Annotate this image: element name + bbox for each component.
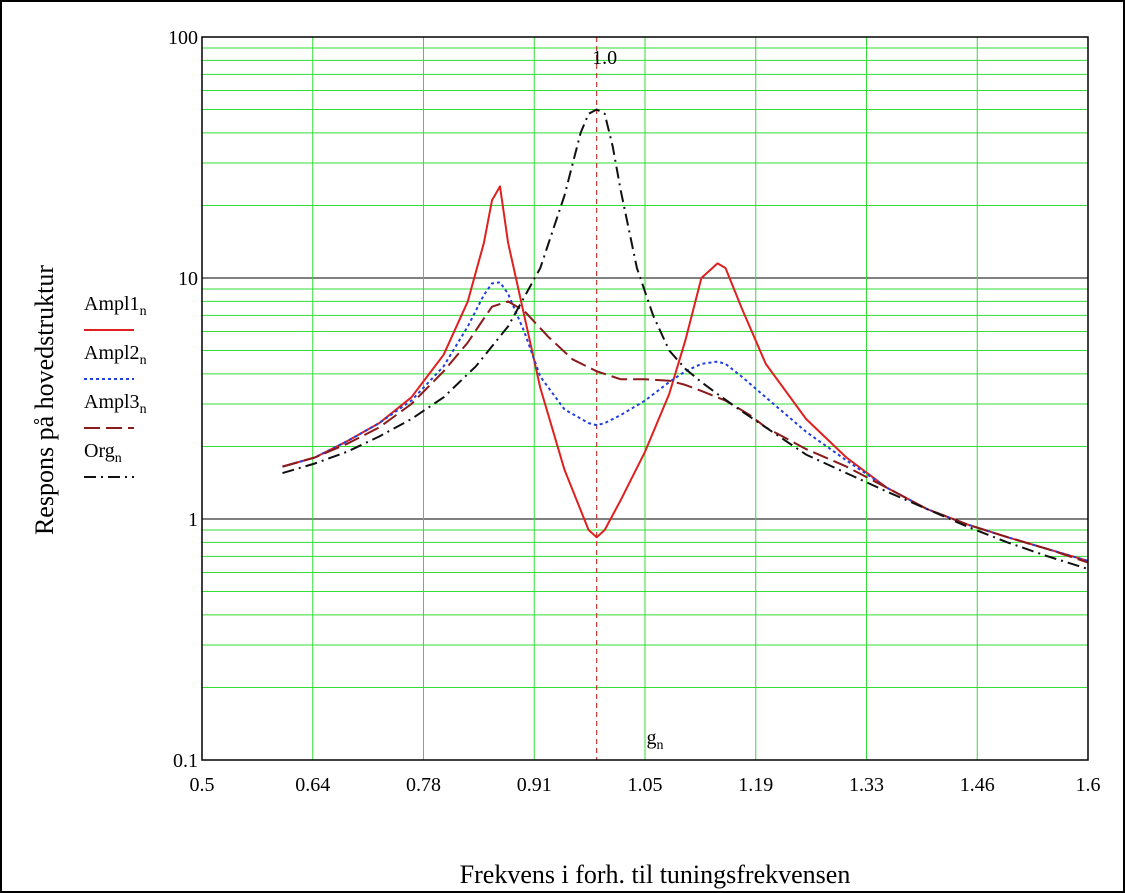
x-tick-label: 1.05 bbox=[628, 774, 663, 796]
y-tick-labels: 0.1 1 10 100 bbox=[168, 27, 198, 772]
x-tick-label: 0.5 bbox=[190, 774, 215, 796]
series-lines bbox=[282, 108, 1089, 570]
y-axis-title: Respons på hovedstruktur bbox=[30, 265, 59, 535]
x-tick-label: 1.19 bbox=[738, 774, 773, 796]
grid bbox=[202, 36, 1088, 761]
series-line-org bbox=[282, 108, 1089, 570]
x-tick-label: 1.46 bbox=[960, 774, 995, 796]
y-tick-label: 0.1 bbox=[173, 750, 198, 772]
legend: Ampl1n Ampl2n Ampl3n Orgn bbox=[84, 293, 147, 478]
series-line-ampl1 bbox=[282, 185, 1089, 562]
y-tick-label: 100 bbox=[168, 27, 198, 49]
x-tick-label: 0.91 bbox=[517, 774, 552, 796]
x-tick-labels: 0.5 0.64 0.78 0.91 1.05 1.19 1.33 1.46 1.6 bbox=[190, 774, 1101, 796]
legend-label-org: Orgn bbox=[84, 440, 122, 466]
legend-label-ampl3: Ampl3n bbox=[84, 391, 147, 417]
tuning-marker: 1.0 bbox=[592, 37, 617, 760]
x-tick-label: 1.33 bbox=[849, 774, 884, 796]
x-axis-title: Frekvens i forh. til tuningsfrekvensen bbox=[460, 860, 851, 889]
legend-label-ampl1: Ampl1n bbox=[84, 293, 147, 319]
x-tick-label: 0.78 bbox=[406, 774, 441, 796]
marker-label: 1.0 bbox=[592, 47, 617, 69]
series-line-ampl2 bbox=[282, 281, 1089, 562]
plot-border bbox=[201, 36, 1089, 761]
series-line-ampl3 bbox=[282, 300, 1089, 564]
y-tick-label: 10 bbox=[178, 268, 198, 290]
legend-label-ampl2: Ampl2n bbox=[84, 342, 147, 368]
x-axis-symbol: gn bbox=[647, 727, 664, 753]
x-tick-label: 1.6 bbox=[1076, 774, 1101, 796]
y-tick-label: 1 bbox=[188, 509, 198, 531]
x-tick-label: 0.64 bbox=[295, 774, 330, 796]
